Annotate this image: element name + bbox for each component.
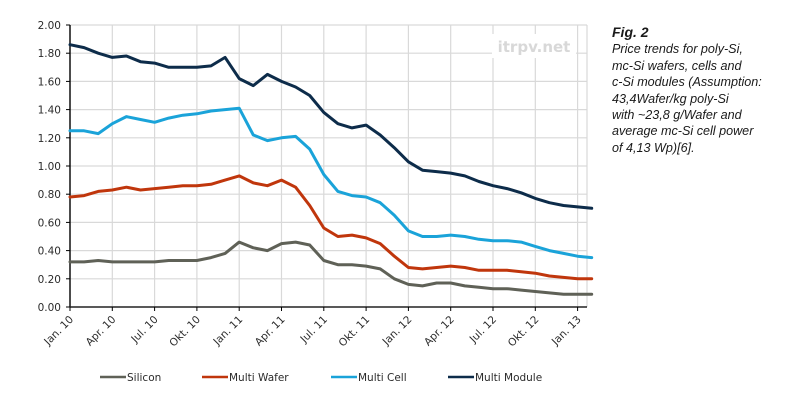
series-lines [68,43,594,296]
caption-line: with ~23,8 g/Wafer and [612,108,742,123]
legend-label-multi-module: Multi Module [475,372,542,384]
series-line-multi-cell [68,106,594,260]
figure-caption: Fig. 2 Price trends for poly-Si, mc-Si w… [612,24,788,156]
x-tick-label: Okt. 10 [167,314,203,350]
y-tick-label: 1.20 [38,133,61,145]
x-axis-ticks: Jan. 10 Apr. 10 Jul. 10 Okt. 10 Jan. 11 Apr. … [41,307,584,350]
x-tick-label: Okt. 12 [506,314,542,350]
x-tick-label: Apr. 11 [253,314,288,349]
watermark-text: itrpv.net [498,38,571,56]
y-tick-label: 1.60 [38,76,61,88]
caption-line: 43,4Wafer/kg poly-Si [612,91,729,106]
y-tick-label: 0.60 [38,217,61,229]
x-tick-label: Okt. 11 [337,314,373,350]
series-line-multi-module [68,43,594,210]
x-tick-label: Apr. 10 [84,314,119,349]
legend-label-silicon: Silicon [127,372,161,384]
series-line-multi-wafer [68,174,594,281]
x-tick-label: Jul. 10 [128,314,160,346]
y-axis-ticks: 0.00 0.20 0.40 0.60 0.80 1.00 1.20 1.40 1.60 1.80… [38,20,70,314]
caption-line: average mc-Si cell power [612,124,754,139]
y-tick-label: 0.80 [38,189,61,201]
y-tick-label: 1.80 [38,48,61,60]
x-tick-label: Jan. 11 [211,314,246,349]
y-tick-label: 1.00 [38,161,61,173]
caption-line: mc-Si wafers, cells and [612,58,742,73]
x-tick-label: Jan. 10 [41,314,76,349]
y-tick-label: 0.20 [38,274,61,286]
series-line-silicon [68,240,594,296]
price-trend-chart: 0.00 0.20 0.40 0.60 0.80 1.00 1.20 1.40 1.60 1.80… [38,20,594,384]
x-tick-label: Jan. 12 [380,314,415,349]
caption-line: Price trends for poly-Si, [612,42,743,57]
legend-label-multi-cell: Multi Cell [358,372,407,384]
watermark: itrpv.net [492,34,576,58]
legend: Silicon Multi Wafer Multi Cell Multi Module [100,372,542,384]
caption-line: c-Si modules (Assumption: [612,75,762,90]
y-tick-label: 0.40 [38,246,61,258]
x-tick-label: Jul. 12 [467,314,499,346]
x-tick-label: Jul. 11 [298,314,330,346]
legend-label-multi-wafer: Multi Wafer [229,372,289,384]
x-tick-label: Apr. 12 [422,314,457,349]
figure-label: Fig. 2 [612,24,649,40]
x-tick-label: Jan. 13 [549,314,584,349]
y-tick-label: 0.00 [38,302,61,314]
y-tick-label: 2.00 [38,20,61,32]
gridlines [70,24,588,307]
caption-line: of 4,13 Wp)[6]. [612,140,695,155]
y-tick-label: 1.40 [38,105,61,117]
